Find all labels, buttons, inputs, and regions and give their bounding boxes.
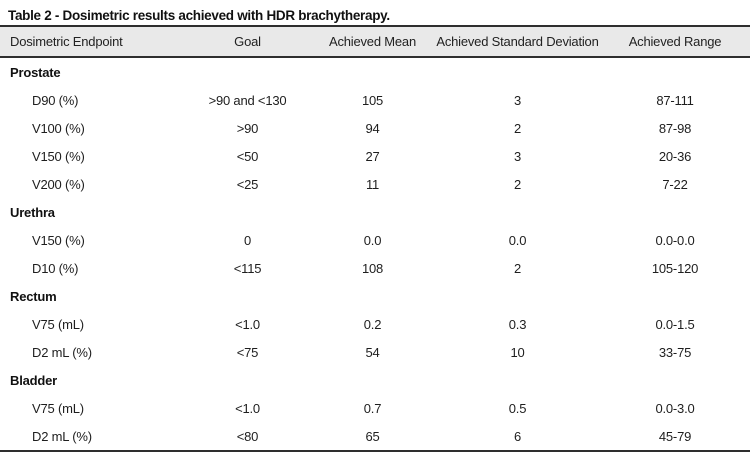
cell-sd: 0.0 <box>508 232 527 248</box>
table-row: D2 mL (%) <80 65 6 45-79 <box>0 422 750 450</box>
cell-mean: 27 <box>365 148 380 164</box>
section-label: Prostate <box>10 64 61 80</box>
table-title: Table 2 - Dosimetric results achieved wi… <box>8 8 390 23</box>
cell-goal: <50 <box>236 148 259 164</box>
cell-mean: 0.0 <box>363 232 382 248</box>
cell-endpoint: D10 (%) <box>32 260 79 276</box>
cell-goal: 0 <box>243 232 252 248</box>
cell-range: 45-79 <box>658 428 692 444</box>
table-row: V75 (mL) <1.0 0.7 0.5 0.0-3.0 <box>0 394 750 422</box>
cell-sd: 0.5 <box>508 400 527 416</box>
cell-range: 20-36 <box>658 148 692 164</box>
table-row: D10 (%) <115 108 2 105-120 <box>0 254 750 282</box>
cell-mean: 11 <box>365 176 380 192</box>
cell-range: 87-98 <box>658 120 692 136</box>
column-header-sd: Achieved Standard Deviation <box>436 34 599 49</box>
cell-endpoint: V150 (%) <box>32 148 85 164</box>
cell-mean: 94 <box>365 120 380 136</box>
section-label: Urethra <box>10 204 55 220</box>
cell-range: 0.0-3.0 <box>655 400 695 416</box>
cell-endpoint: D2 mL (%) <box>32 344 92 360</box>
cell-sd: 0.3 <box>508 316 527 332</box>
cell-sd: 6 <box>513 428 522 444</box>
section-row-prostate: Prostate <box>0 58 750 86</box>
cell-range: 87-111 <box>656 92 694 108</box>
cell-range: 0.0-0.0 <box>655 232 695 248</box>
column-header-endpoint: Dosimetric Endpoint <box>10 34 123 49</box>
cell-sd: 2 <box>513 120 522 136</box>
column-header-range: Achieved Range <box>628 34 722 49</box>
table-row: V150 (%) <50 27 3 20-36 <box>0 142 750 170</box>
cell-endpoint: D90 (%) <box>32 92 79 108</box>
section-label: Rectum <box>10 288 57 304</box>
cell-endpoint: V150 (%) <box>32 232 85 248</box>
table-row: D2 mL (%) <75 54 10 33-75 <box>0 338 750 366</box>
cell-goal: <1.0 <box>235 316 260 332</box>
cell-goal: <25 <box>236 176 259 192</box>
cell-endpoint: V200 (%) <box>32 176 85 192</box>
cell-range: 105-120 <box>651 260 699 276</box>
cell-goal: <80 <box>236 428 259 444</box>
cell-endpoint: V75 (mL) <box>32 400 84 416</box>
cell-mean: 0.7 <box>363 400 382 416</box>
cell-goal: <75 <box>236 344 259 360</box>
cell-sd: 2 <box>513 260 522 276</box>
cell-sd: 2 <box>513 176 522 192</box>
cell-range: 0.0-1.5 <box>655 316 695 332</box>
dosimetric-table: Dosimetric Endpoint Goal Achieved Mean A… <box>0 25 750 452</box>
cell-endpoint: V75 (mL) <box>32 316 84 332</box>
cell-mean: 65 <box>365 428 380 444</box>
cell-goal: >90 <box>236 120 259 136</box>
cell-sd: 3 <box>513 92 522 108</box>
column-header-goal: Goal <box>234 34 261 49</box>
cell-endpoint: D2 mL (%) <box>32 428 92 444</box>
cell-range: 7-22 <box>662 176 688 192</box>
cell-endpoint: V100 (%) <box>32 120 85 136</box>
section-label: Bladder <box>10 372 58 388</box>
table-row: V200 (%) <25 11 2 7-22 <box>0 170 750 198</box>
cell-mean: 54 <box>365 344 380 360</box>
table-row: D90 (%) >90 and <130 105 3 87-111 <box>0 86 750 114</box>
table-row: V150 (%) 0 0.0 0.0 0.0-0.0 <box>0 226 750 254</box>
cell-goal: >90 and <130 <box>208 92 287 108</box>
cell-goal: <115 <box>233 260 262 276</box>
cell-goal: <1.0 <box>235 400 260 416</box>
column-header-mean: Achieved Mean <box>328 34 416 49</box>
cell-range: 33-75 <box>658 344 692 360</box>
section-row-rectum: Rectum <box>0 282 750 310</box>
section-row-urethra: Urethra <box>0 198 750 226</box>
cell-sd: 10 <box>510 344 525 360</box>
cell-mean: 105 <box>361 92 384 108</box>
table-row: V75 (mL) <1.0 0.2 0.3 0.0-1.5 <box>0 310 750 338</box>
section-row-bladder: Bladder <box>0 366 750 394</box>
cell-mean: 0.2 <box>363 316 382 332</box>
table-row: V100 (%) >90 94 2 87-98 <box>0 114 750 142</box>
cell-mean: 108 <box>361 260 384 276</box>
table-header-row: Dosimetric Endpoint Goal Achieved Mean A… <box>0 27 750 58</box>
cell-sd: 3 <box>513 148 522 164</box>
